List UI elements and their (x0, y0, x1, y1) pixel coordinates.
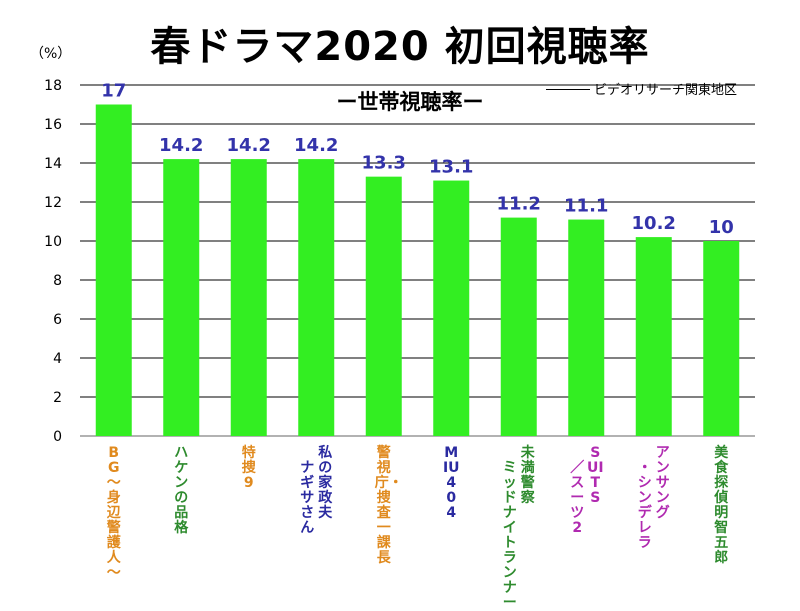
y-tick-label: 14 (44, 156, 62, 172)
data-label: 10 (709, 217, 734, 238)
y-tick-label: 6 (53, 312, 62, 328)
data-label: 13.3 (362, 153, 406, 174)
category-label: BG～身辺警護人～ (106, 445, 121, 581)
category-label: 特捜9 (241, 445, 256, 491)
y-tick-label: 2 (53, 390, 62, 406)
data-label: 14.2 (159, 135, 203, 156)
bar (433, 180, 470, 436)
y-axis-unit: （%） (30, 46, 72, 62)
bar (95, 104, 132, 436)
category-label: ミッドナイトランナー (502, 460, 517, 611)
data-label: 17 (101, 81, 126, 102)
category-label: 美食探偵明智五郎 (714, 445, 729, 566)
category-label: アンサング (655, 445, 670, 521)
category-label: 未満警察 (520, 445, 535, 506)
category-label: MIU404 (442, 445, 460, 521)
y-tick-label: 16 (44, 117, 62, 133)
data-label: 10.2 (632, 213, 676, 234)
source-rule (546, 89, 590, 90)
category-label: ・シンデレラ (637, 460, 652, 551)
bar (230, 159, 267, 436)
bar (500, 217, 537, 436)
category-label: ／スーツ2 (570, 460, 585, 536)
bar (365, 176, 402, 436)
data-label: 11.2 (497, 194, 541, 215)
y-tick-label: 8 (53, 273, 62, 289)
data-label: 11.1 (564, 196, 608, 217)
category-label: SUITS (586, 445, 604, 506)
bar (163, 159, 200, 436)
data-label: 13.1 (429, 157, 473, 178)
category-label: 私の家政夫 (318, 445, 333, 521)
bar (635, 237, 672, 436)
bar (568, 219, 605, 436)
y-tick-label: 12 (44, 195, 62, 211)
bar (298, 159, 335, 436)
category-label: ナギサさん (300, 460, 315, 536)
y-tick-label: 0 (53, 429, 62, 445)
y-tick-label: 4 (53, 351, 62, 367)
category-label: ハケンの品格 (174, 445, 189, 536)
data-label: 14.2 (294, 135, 338, 156)
data-label: 14.2 (227, 135, 271, 156)
chart-subtitle: ー世帯視聴率ー (336, 90, 484, 114)
category-label: 警視庁・捜査一課長 (374, 445, 403, 566)
y-tick-label: 18 (44, 78, 62, 94)
bar (703, 241, 740, 436)
source-note: ビデオリサーチ関東地区 (594, 83, 738, 98)
chart-title: 春ドラマ2020 初回視聴率 (150, 24, 650, 70)
y-tick-label: 10 (44, 234, 62, 250)
